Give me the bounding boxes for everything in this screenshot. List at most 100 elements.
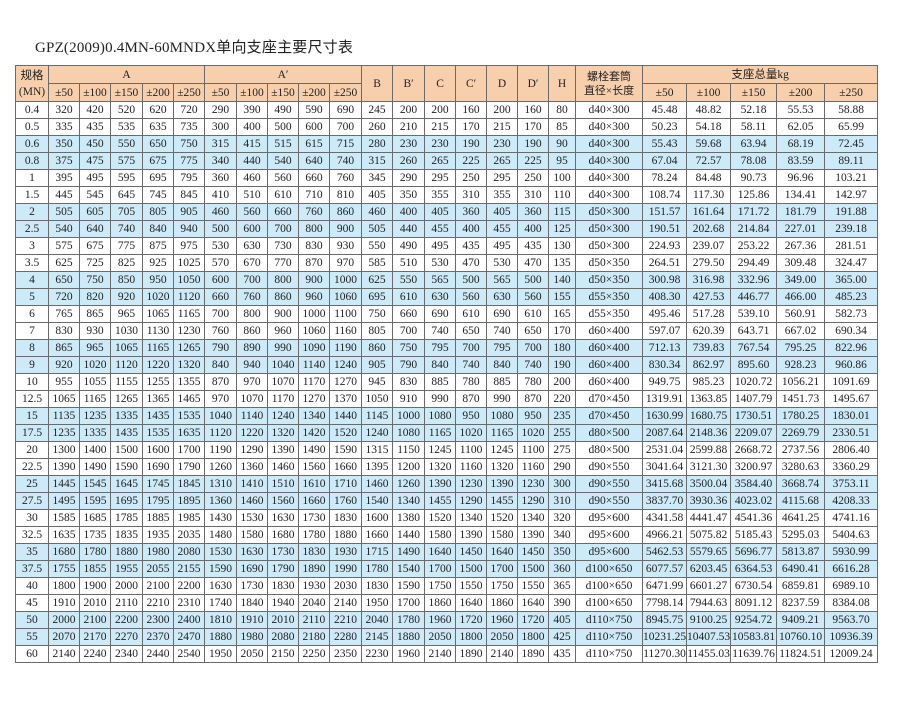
table-cell: 500 xyxy=(267,118,300,136)
table-cell: 100 xyxy=(548,169,577,187)
table-cell: 520 xyxy=(110,101,143,119)
table-cell: 810 xyxy=(329,186,363,204)
table-cell: 940 xyxy=(172,220,206,238)
table-row: 6 765 865 965 1065 1165 700 800 900 1000 1100 750 66… xyxy=(15,305,879,323)
table-row: 17.5 1235 1335 1435 1535 1635 1120 1220 1320 1420… xyxy=(15,424,879,442)
table-cell: 2010 xyxy=(267,611,300,629)
table-cell: 650 xyxy=(455,322,488,340)
table-cell: 1540 xyxy=(392,560,426,578)
table-cell: 1130 xyxy=(142,322,174,340)
table-cell: 1160 xyxy=(455,458,488,476)
table-cell: 630 xyxy=(236,237,269,255)
table-cell: 1840 xyxy=(236,594,269,612)
table-cell: 565 xyxy=(486,271,519,289)
table-cell: 960 xyxy=(298,288,331,306)
table-cell: 560.91 xyxy=(776,305,826,323)
table-cell: 400 xyxy=(392,203,426,221)
table-cell: 3360.29 xyxy=(824,458,879,476)
table-row: 15 1135 1235 1335 1435 1535 1040 1140 1240 1340 14… xyxy=(15,407,879,425)
table-cell: d40×300 xyxy=(575,186,644,204)
table-cell: 800 xyxy=(267,271,300,289)
table-row: 35 1680 1780 1880 1980 2080 1530 1630 1730 1830 19… xyxy=(15,543,879,561)
table-cell: 870 xyxy=(517,390,550,408)
table-cell: 780 xyxy=(517,373,550,391)
table-cell: 870 xyxy=(204,373,238,391)
table-cell: 5813.87 xyxy=(776,543,826,561)
table-cell: 470 xyxy=(517,254,550,272)
table-cell: 700 xyxy=(392,322,426,340)
table-cell: 1363.85 xyxy=(686,390,732,408)
spec-cell: 10 xyxy=(15,373,49,391)
table-cell: 700 xyxy=(236,271,269,289)
table-cell: 3415.68 xyxy=(642,475,688,493)
table-cell: 620 xyxy=(142,101,174,119)
table-cell: 505 xyxy=(361,220,394,238)
table-cell: 795 xyxy=(424,339,457,357)
table-cell: 1980 xyxy=(142,543,174,561)
table-cell: 2087.64 xyxy=(642,424,688,442)
table-cell: 1780.25 xyxy=(776,407,826,425)
table-cell: 1640 xyxy=(455,594,488,612)
table-cell: 1260 xyxy=(204,458,238,476)
table-cell: d95×600 xyxy=(575,543,644,561)
table-cell: 1319.91 xyxy=(642,390,688,408)
table-cell: 1535 xyxy=(142,424,174,442)
table-row: 55 2070 2170 2270 2370 2470 1880 1980 2080 2180 22… xyxy=(15,628,879,646)
table-cell: 395 xyxy=(48,169,80,187)
table-cell: 695 xyxy=(361,288,394,306)
table-cell: 155 xyxy=(548,288,577,306)
table-cell: 865 xyxy=(79,305,111,323)
table-cell: 151.57 xyxy=(642,203,688,221)
table-cell: 1230 xyxy=(517,475,550,493)
table-cell: 215 xyxy=(424,118,457,136)
table-cell: 332.96 xyxy=(730,271,778,289)
spec-cell: 1 xyxy=(15,169,49,187)
header-A-sub-2: ±150 xyxy=(110,83,143,102)
table-row: 4 650 750 850 950 1050 600 700 800 900 1000 625 550 5… xyxy=(15,271,879,289)
table-cell: d110×750 xyxy=(575,628,644,646)
table-cell: 1170 xyxy=(298,373,331,391)
table-cell: 1600 xyxy=(361,509,394,527)
table-cell: 245 xyxy=(361,101,394,119)
header-weight-sub-1: ±100 xyxy=(686,83,732,102)
table-row: 3 575 675 775 875 975 530 630 730 830 930 550 490 495… xyxy=(15,237,879,255)
header-A: A xyxy=(47,65,206,84)
table-cell: 446.77 xyxy=(730,288,778,306)
table-cell: 130 xyxy=(548,237,577,255)
table-cell: 600 xyxy=(298,118,331,136)
table-cell: 1960 xyxy=(392,645,426,663)
table-cell: 2100 xyxy=(79,611,111,629)
table-cell: 1790 xyxy=(267,560,300,578)
table-cell: 1395 xyxy=(361,458,394,476)
table-cell: 1910 xyxy=(48,594,80,612)
table-cell: 1450 xyxy=(455,543,488,561)
table-cell: 2000 xyxy=(48,611,80,629)
header-weight-sub-3: ±200 xyxy=(776,83,826,102)
table-cell: 920 xyxy=(48,356,80,374)
table-cell: 1715 xyxy=(361,543,394,561)
table-cell: 2030 xyxy=(329,577,363,595)
table-cell: d40×300 xyxy=(575,118,644,136)
table-cell: d40×300 xyxy=(575,152,644,170)
table-cell: 1090 xyxy=(298,339,331,357)
table-cell: 181.79 xyxy=(776,203,826,221)
table-cell: 5075.82 xyxy=(686,526,732,544)
table-cell: 355 xyxy=(486,186,519,204)
table-cell: 1070 xyxy=(267,373,300,391)
table-cell: 1790 xyxy=(172,458,206,476)
table-cell: 1445 xyxy=(48,475,80,493)
table-cell: 2370 xyxy=(142,628,174,646)
header-A-prime-sub-1: ±100 xyxy=(236,83,269,102)
table-cell: 950 xyxy=(455,407,488,425)
table-cell: 400 xyxy=(236,118,269,136)
table-cell: 6601.27 xyxy=(686,577,732,595)
table-cell: 324.47 xyxy=(824,254,879,272)
table-cell: 1245 xyxy=(486,441,519,459)
table-cell: 360 xyxy=(517,203,550,221)
table-cell: 1360 xyxy=(236,458,269,476)
table-cell: 800 xyxy=(298,220,331,238)
table-cell: 290 xyxy=(392,169,426,187)
table-cell: 1890 xyxy=(517,645,550,663)
table-cell: 830 xyxy=(48,322,80,340)
table-cell: 530 xyxy=(424,254,457,272)
